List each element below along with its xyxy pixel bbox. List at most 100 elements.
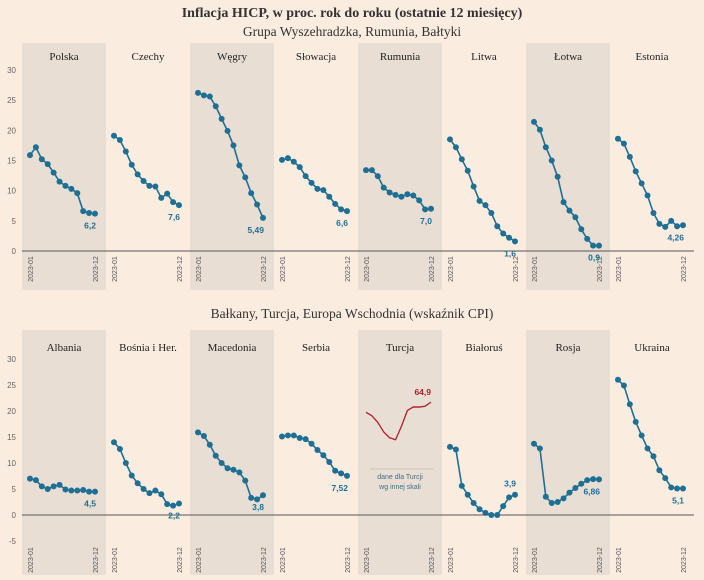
data-point (644, 445, 651, 452)
facet-title: Słowacja (296, 51, 336, 63)
data-point (314, 185, 321, 192)
data-point (140, 178, 147, 185)
panel-bottom (22, 330, 694, 575)
facet-title: Serbia (302, 342, 330, 354)
data-point (572, 214, 579, 221)
data-point (668, 217, 675, 224)
data-point (122, 460, 129, 466)
end-value-label: 7,52 (331, 483, 348, 493)
data-point (368, 167, 375, 174)
data-point (494, 223, 501, 230)
data-point (44, 486, 51, 492)
data-point (638, 180, 645, 187)
x-tick-label: 2023-12 (681, 256, 688, 282)
facet-title: Czechy (132, 51, 165, 63)
data-point (200, 92, 207, 99)
data-point (152, 487, 159, 494)
end-value-label: 4,26 (667, 232, 684, 242)
series-line-turcja (365, 401, 432, 441)
data-point (488, 209, 495, 216)
data-point (464, 167, 471, 174)
data-point (566, 207, 573, 214)
data-point (470, 183, 477, 190)
x-tick-label: 2023-01 (280, 547, 287, 573)
data-point (458, 156, 465, 163)
y-tick-label: 20 (7, 407, 16, 416)
data-point (542, 144, 549, 151)
data-point (554, 499, 561, 505)
data-point (632, 418, 639, 425)
data-point (326, 458, 333, 465)
data-point (44, 161, 51, 168)
data-point (644, 192, 651, 199)
data-point (338, 470, 345, 477)
data-point (27, 152, 33, 159)
data-point (536, 126, 543, 133)
data-point (374, 173, 381, 180)
data-point (218, 460, 225, 466)
data-point (200, 432, 207, 439)
panel-top (22, 43, 694, 290)
data-point (566, 489, 573, 496)
data-point (236, 162, 243, 169)
data-point (674, 223, 681, 230)
x-tick-label: 2023-12 (177, 256, 184, 282)
series-line (113, 441, 180, 507)
end-value-label: 3,9 (504, 479, 516, 489)
data-point (230, 466, 237, 473)
data-point (392, 191, 399, 198)
data-point (164, 190, 171, 197)
data-point (38, 156, 45, 163)
x-tick-label: 2023-01 (448, 256, 455, 282)
y-tick-label: 10 (7, 187, 16, 196)
x-tick-label: 2023-01 (196, 547, 203, 573)
data-point (56, 178, 63, 185)
data-point (332, 200, 339, 207)
data-point (386, 189, 393, 196)
data-point (242, 174, 249, 181)
data-point (578, 480, 585, 487)
y-tick-label: -5 (9, 537, 17, 546)
x-tick-label: 2023-01 (112, 256, 119, 282)
data-point (447, 443, 453, 450)
end-value-label: 5,1 (672, 495, 684, 505)
data-point (206, 441, 213, 448)
data-point (494, 512, 501, 518)
data-point (50, 483, 57, 490)
data-point (410, 192, 417, 199)
data-point (615, 376, 621, 383)
data-point (662, 475, 669, 482)
data-point (80, 208, 87, 215)
data-point (398, 193, 405, 200)
x-tick-label: 2023-01 (532, 547, 539, 573)
x-tick-label: 2023-12 (345, 547, 352, 573)
data-point (548, 500, 555, 507)
data-point (626, 153, 633, 160)
data-point (512, 238, 518, 245)
data-point (254, 496, 261, 503)
y-tick-label: 30 (7, 66, 16, 75)
data-point (27, 475, 33, 482)
chart-title: Inflacja HICP, w proc. rok do roku (osta… (181, 6, 523, 21)
x-tick-label: 2023-01 (112, 547, 119, 573)
data-point (62, 182, 69, 189)
data-point (584, 235, 591, 242)
data-point (128, 472, 135, 479)
x-tick-label: 2023-12 (429, 547, 436, 573)
y-tick-label: 30 (7, 355, 16, 364)
facet-title: Litwa (471, 51, 497, 63)
end-value-label: 64,9 (414, 387, 431, 397)
facet-title: Węgry (217, 51, 247, 63)
x-tick-label: 2023-01 (364, 547, 371, 573)
data-point (482, 202, 489, 209)
data-point (531, 118, 537, 125)
data-point (158, 491, 165, 498)
data-point (248, 494, 255, 501)
data-point (284, 432, 291, 439)
data-point (470, 500, 477, 507)
data-point (92, 210, 98, 217)
data-point (332, 467, 339, 474)
data-point (170, 199, 177, 206)
data-point (416, 197, 423, 204)
y-tick-label: 20 (7, 126, 16, 135)
